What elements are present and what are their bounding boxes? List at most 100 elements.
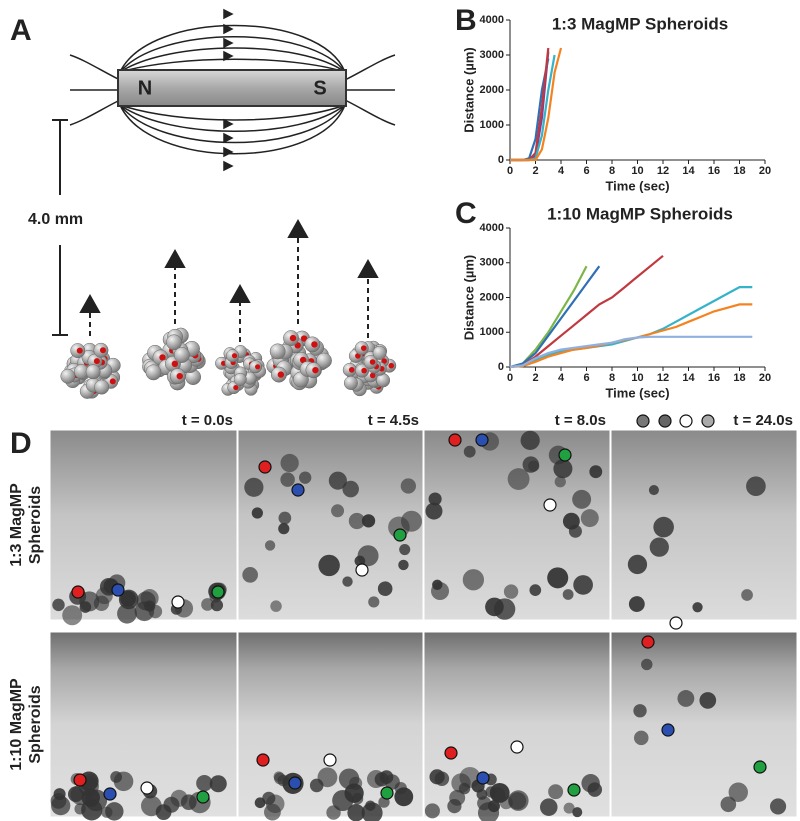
spheroid [342, 576, 353, 587]
spheroid [67, 786, 84, 803]
spheroid [424, 803, 440, 819]
bead [233, 372, 247, 386]
x-tick-label: 2 [532, 165, 538, 177]
spheroid [338, 768, 360, 789]
spheroid [377, 581, 393, 596]
magnetic-particle [231, 353, 238, 359]
scale-label: 4.0 mm [28, 211, 83, 228]
spheroid [529, 584, 542, 596]
spheroid [488, 800, 500, 813]
magnetic-particle [109, 378, 116, 385]
x-tick-label: 4 [558, 372, 565, 384]
spheroid [331, 504, 345, 518]
spheroid [741, 589, 753, 601]
field-lines [69, 8, 396, 172]
arrow-head [79, 293, 101, 313]
bead [173, 347, 190, 363]
magnetic-particle [381, 358, 387, 364]
spheroid [254, 797, 266, 809]
tracking-dot [380, 786, 394, 800]
spheroid [62, 605, 83, 626]
spheroid [105, 802, 124, 821]
spheroid [196, 775, 213, 792]
spheroid [648, 484, 659, 496]
x-tick-label: 12 [657, 372, 669, 384]
spheroid [490, 787, 506, 802]
bead [60, 368, 76, 384]
spheroids [60, 327, 397, 399]
spheroid [348, 512, 365, 530]
tracking-dot [196, 790, 210, 804]
y-tick-label: 0 [498, 154, 504, 166]
spheroid [384, 774, 400, 790]
spheroid [568, 524, 582, 538]
spheroid [649, 537, 669, 557]
spheroid [368, 596, 380, 608]
spheroid [342, 480, 359, 498]
micrograph [610, 631, 798, 818]
y-tick-label: 1000 [480, 326, 504, 338]
row-label: 1:3 MagMP [8, 483, 25, 567]
bead [269, 343, 286, 360]
magnetic-particle [233, 384, 239, 391]
tracking-dot [73, 773, 87, 787]
x-tick-label: 16 [708, 372, 720, 384]
tracking-dot [171, 595, 185, 609]
time-label: t = 4.5s [368, 412, 419, 429]
spheroid [242, 567, 258, 583]
x-tick-label: 8 [609, 165, 615, 177]
spheroid [432, 579, 443, 590]
y-tick-label: 4000 [480, 14, 504, 26]
spheroid [572, 489, 592, 509]
magnetic-particle [360, 345, 367, 351]
spheroid [81, 788, 100, 807]
spheroid [720, 796, 737, 813]
spheroid [572, 807, 583, 818]
bead [376, 373, 391, 388]
spheroid [458, 782, 471, 795]
tracking-dot [641, 635, 655, 649]
tracking-dot [448, 433, 462, 447]
spheroid [326, 805, 341, 820]
row-label: Spheroids [27, 685, 44, 763]
magnetic-particle [277, 371, 285, 378]
x-tick-label: 10 [631, 372, 643, 384]
row-label: 1:10 MagMP [8, 678, 25, 771]
tracking-dot [444, 746, 458, 760]
tracking-dot [291, 483, 305, 497]
y-tick-label: 2000 [480, 291, 504, 303]
series-line [509, 265, 588, 369]
bead [145, 364, 162, 381]
tracking-dot [111, 583, 125, 597]
bead [343, 376, 358, 390]
spheroid [117, 603, 137, 624]
spheroid [539, 798, 558, 816]
x-tick-label: 14 [682, 372, 695, 384]
spheroid [562, 589, 574, 600]
spheroid [74, 803, 86, 815]
spheroid [587, 782, 603, 797]
x-tick-label: 0 [507, 165, 513, 177]
y-tick-label: 3000 [480, 257, 504, 269]
arrow-head [287, 218, 309, 238]
tracking-dot [753, 760, 767, 774]
spheroid [347, 804, 365, 821]
spheroid [278, 523, 290, 535]
bead [85, 364, 101, 380]
spheroid [79, 591, 100, 612]
x-tick-label: 2 [532, 372, 538, 384]
magnetic-particle [369, 359, 376, 365]
spheroid [770, 798, 787, 815]
time-label: t = 24.0s [733, 412, 793, 429]
spheroid [573, 575, 593, 595]
spheroid [399, 543, 411, 556]
tracking-dot [658, 414, 672, 428]
spheroid [633, 704, 647, 718]
magnetic-particle [176, 372, 183, 380]
spheroid [318, 554, 340, 577]
spheroid [554, 476, 566, 488]
x-tick-label: 20 [759, 165, 771, 177]
magnetic-particle [289, 334, 297, 342]
magnetic-particle [159, 354, 166, 361]
spheroid [398, 559, 409, 571]
